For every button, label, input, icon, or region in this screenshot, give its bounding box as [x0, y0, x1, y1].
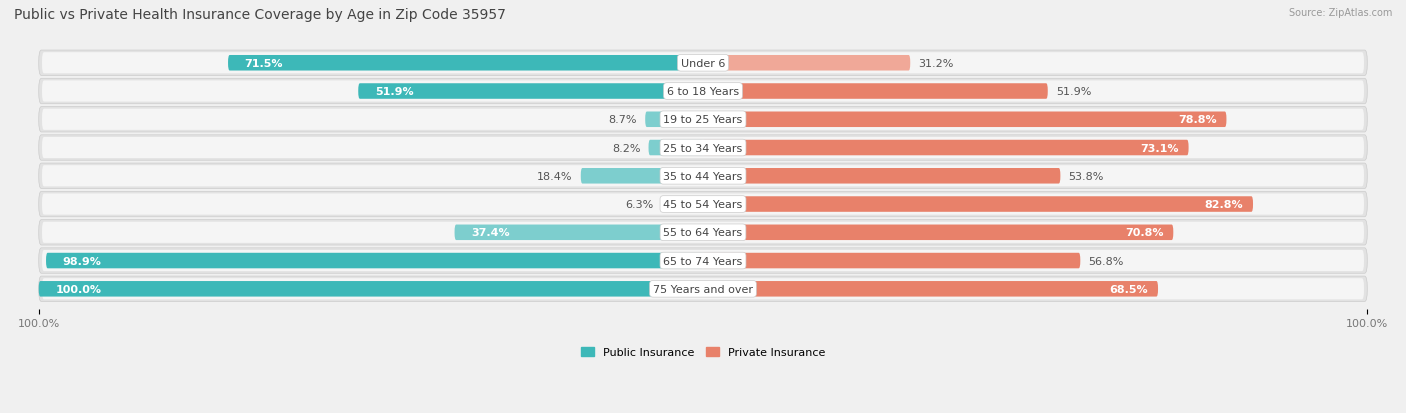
FancyBboxPatch shape — [39, 79, 1367, 104]
FancyBboxPatch shape — [42, 81, 1364, 102]
Text: 98.9%: 98.9% — [63, 256, 101, 266]
FancyBboxPatch shape — [359, 84, 703, 100]
Text: 78.8%: 78.8% — [1178, 115, 1216, 125]
Text: 35 to 44 Years: 35 to 44 Years — [664, 171, 742, 181]
FancyBboxPatch shape — [39, 164, 1367, 189]
FancyBboxPatch shape — [581, 169, 703, 184]
Text: 73.1%: 73.1% — [1140, 143, 1178, 153]
FancyBboxPatch shape — [703, 197, 1253, 212]
Text: 8.2%: 8.2% — [612, 143, 641, 153]
Text: 18.4%: 18.4% — [537, 171, 572, 181]
FancyBboxPatch shape — [39, 135, 1367, 161]
FancyBboxPatch shape — [46, 253, 703, 269]
FancyBboxPatch shape — [42, 222, 1364, 243]
Text: 68.5%: 68.5% — [1109, 284, 1149, 294]
FancyBboxPatch shape — [648, 140, 703, 156]
Text: 37.4%: 37.4% — [471, 228, 510, 238]
FancyBboxPatch shape — [42, 166, 1364, 187]
FancyBboxPatch shape — [703, 169, 1060, 184]
FancyBboxPatch shape — [42, 278, 1364, 300]
FancyBboxPatch shape — [39, 192, 1367, 217]
FancyBboxPatch shape — [42, 194, 1364, 215]
FancyBboxPatch shape — [703, 253, 1080, 269]
Legend: Public Insurance, Private Insurance: Public Insurance, Private Insurance — [576, 342, 830, 362]
FancyBboxPatch shape — [703, 281, 1159, 297]
FancyBboxPatch shape — [703, 112, 1226, 128]
Text: 71.5%: 71.5% — [245, 59, 283, 69]
Text: 45 to 54 Years: 45 to 54 Years — [664, 199, 742, 209]
Text: 19 to 25 Years: 19 to 25 Years — [664, 115, 742, 125]
Text: 53.8%: 53.8% — [1069, 171, 1104, 181]
FancyBboxPatch shape — [42, 109, 1364, 131]
Text: 6.3%: 6.3% — [624, 199, 654, 209]
FancyBboxPatch shape — [39, 107, 1367, 133]
Text: 75 Years and over: 75 Years and over — [652, 284, 754, 294]
FancyBboxPatch shape — [39, 51, 1367, 76]
FancyBboxPatch shape — [39, 281, 703, 297]
FancyBboxPatch shape — [703, 140, 1188, 156]
FancyBboxPatch shape — [42, 53, 1364, 74]
Text: 6 to 18 Years: 6 to 18 Years — [666, 87, 740, 97]
Text: 70.8%: 70.8% — [1125, 228, 1163, 238]
Text: Under 6: Under 6 — [681, 59, 725, 69]
Text: 51.9%: 51.9% — [375, 87, 413, 97]
FancyBboxPatch shape — [703, 84, 1047, 100]
FancyBboxPatch shape — [661, 197, 703, 212]
Text: 55 to 64 Years: 55 to 64 Years — [664, 228, 742, 238]
FancyBboxPatch shape — [703, 56, 910, 71]
FancyBboxPatch shape — [228, 56, 703, 71]
Text: 31.2%: 31.2% — [918, 59, 953, 69]
Text: 56.8%: 56.8% — [1088, 256, 1123, 266]
Text: 25 to 34 Years: 25 to 34 Years — [664, 143, 742, 153]
FancyBboxPatch shape — [454, 225, 703, 240]
Text: 65 to 74 Years: 65 to 74 Years — [664, 256, 742, 266]
Text: Public vs Private Health Insurance Coverage by Age in Zip Code 35957: Public vs Private Health Insurance Cover… — [14, 8, 506, 22]
FancyBboxPatch shape — [39, 220, 1367, 245]
Text: 51.9%: 51.9% — [1056, 87, 1091, 97]
FancyBboxPatch shape — [39, 248, 1367, 273]
FancyBboxPatch shape — [703, 225, 1173, 240]
FancyBboxPatch shape — [39, 276, 1367, 302]
FancyBboxPatch shape — [42, 250, 1364, 271]
FancyBboxPatch shape — [645, 112, 703, 128]
Text: 8.7%: 8.7% — [609, 115, 637, 125]
Text: Source: ZipAtlas.com: Source: ZipAtlas.com — [1288, 8, 1392, 18]
FancyBboxPatch shape — [42, 138, 1364, 159]
Text: 100.0%: 100.0% — [55, 284, 101, 294]
Text: 82.8%: 82.8% — [1205, 199, 1243, 209]
